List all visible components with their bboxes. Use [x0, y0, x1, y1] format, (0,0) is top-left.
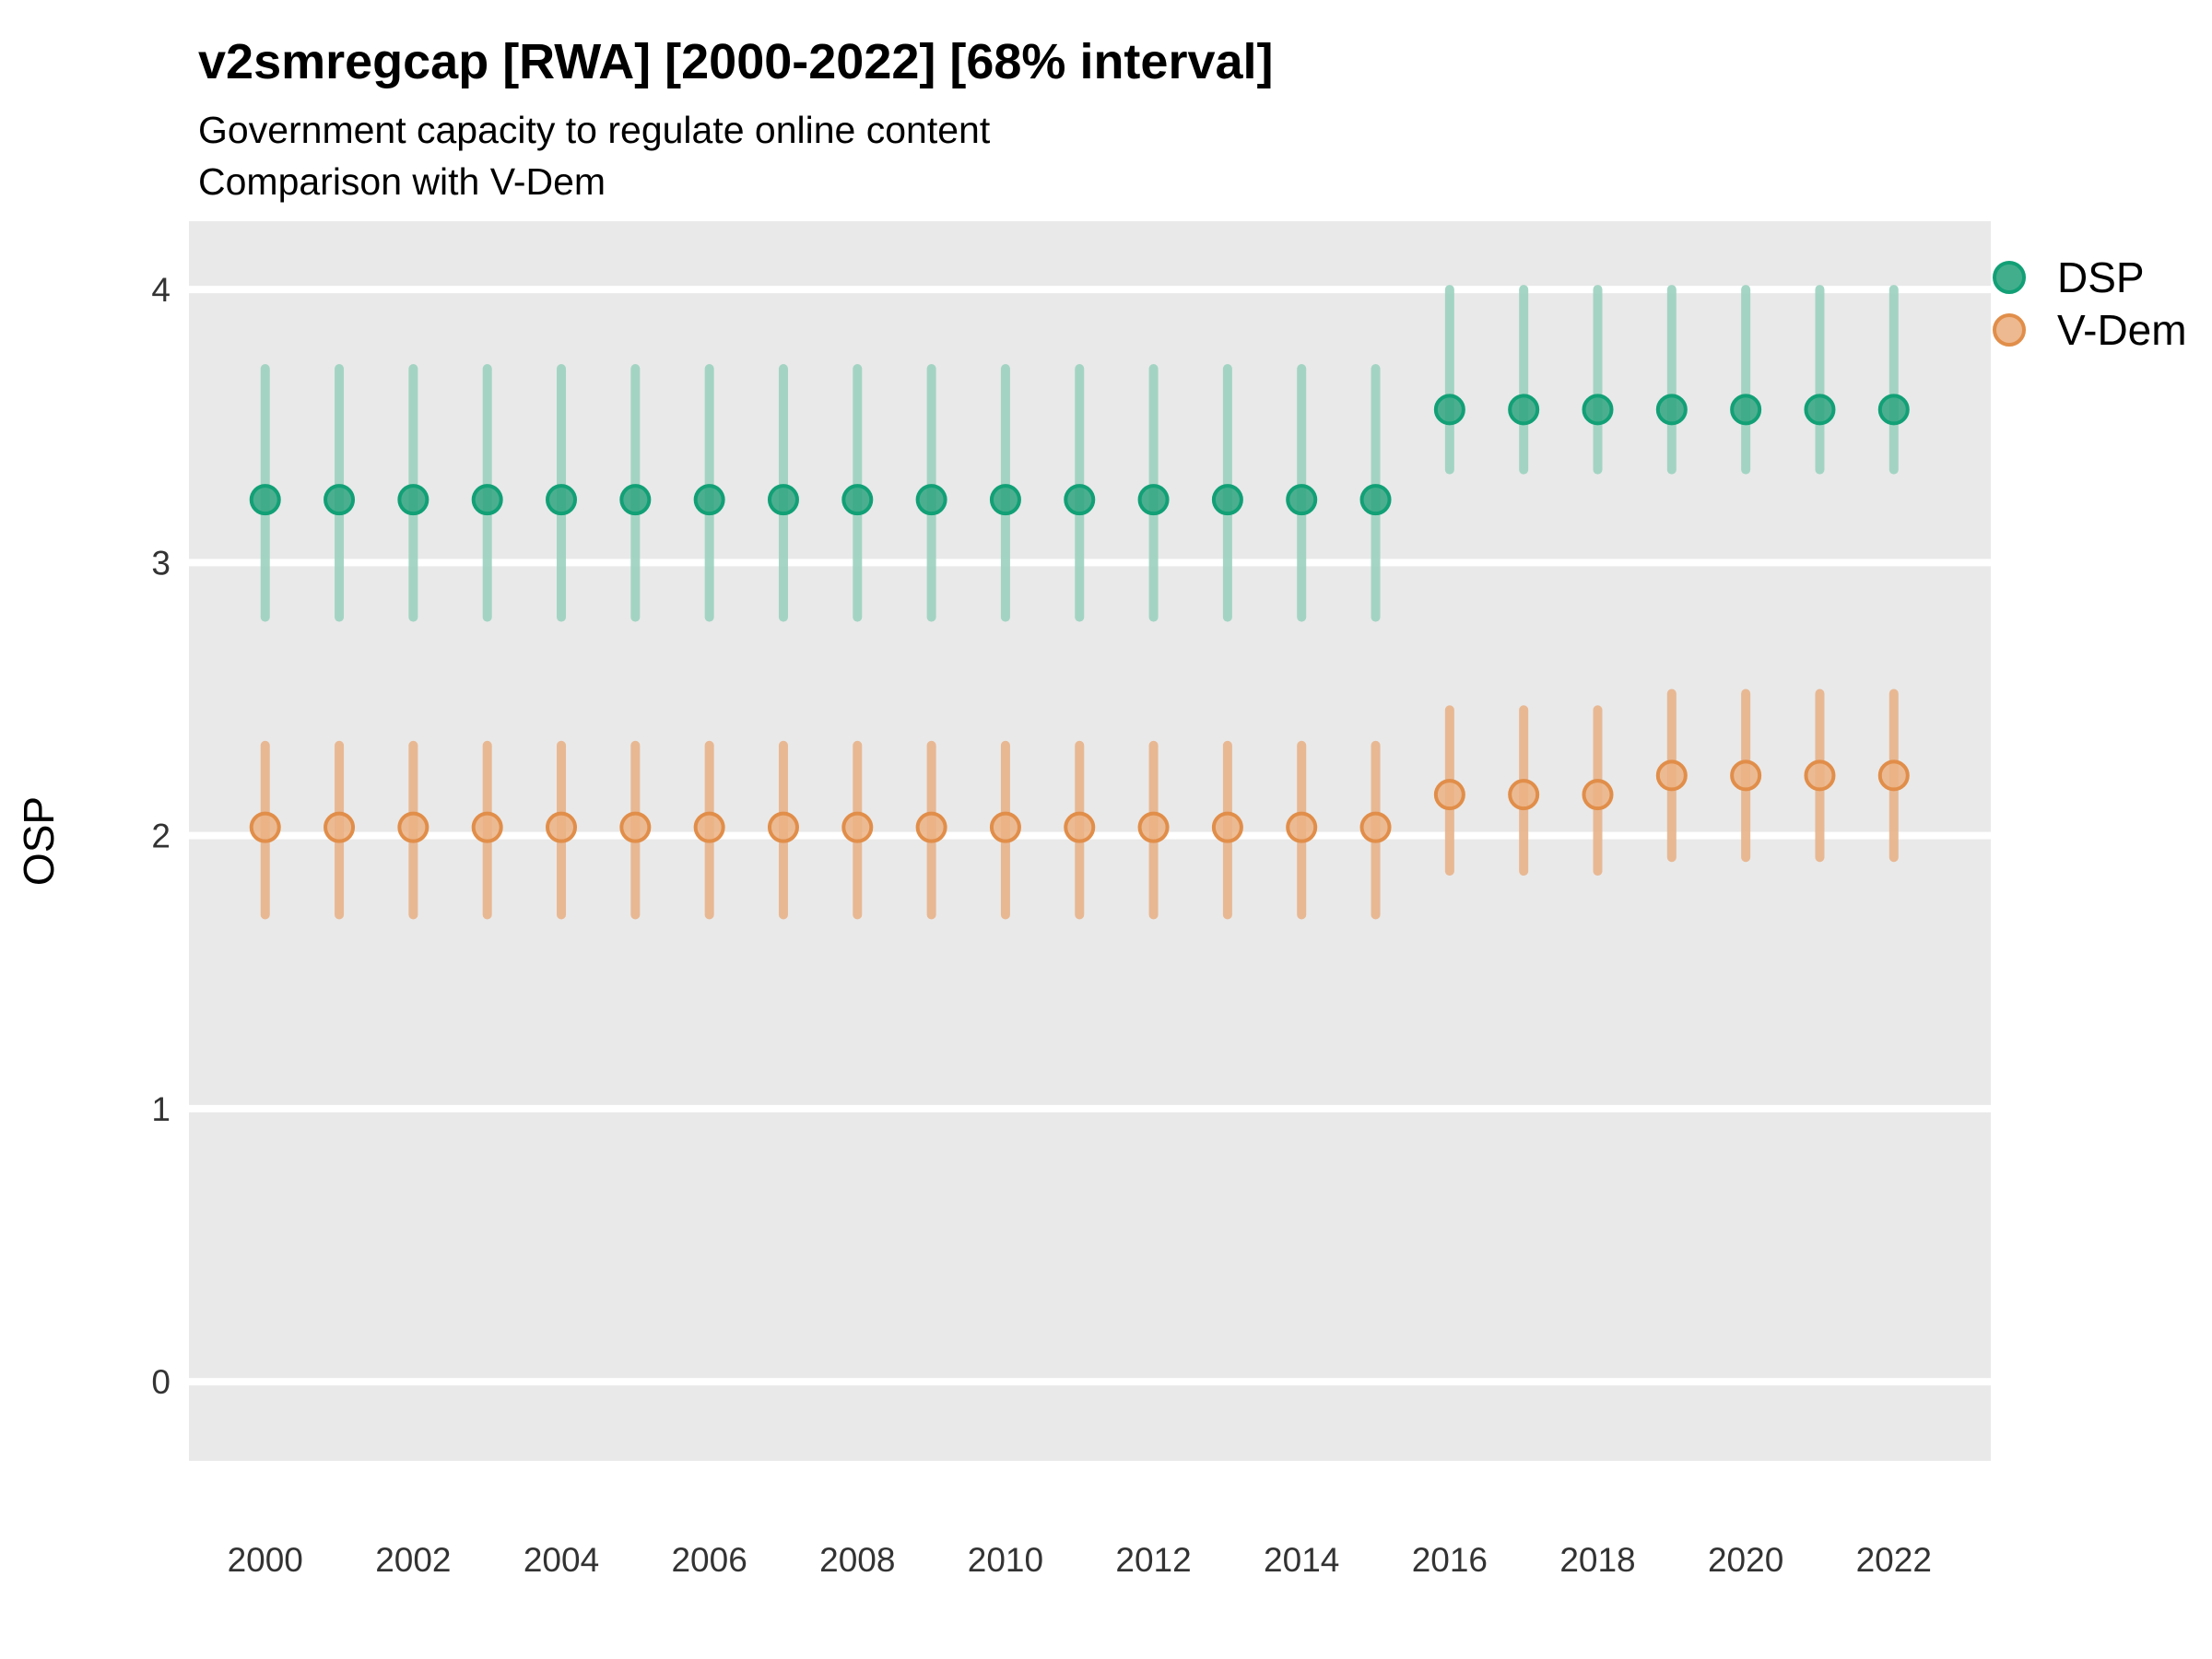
point-vdem	[619, 811, 652, 843]
point-dsp	[1286, 484, 1318, 516]
y-tick-label: 2	[151, 818, 171, 855]
x-tick-label: 2008	[819, 1541, 895, 1579]
point-dsp	[546, 484, 578, 516]
point-vdem	[1655, 759, 1688, 792]
point-vdem	[693, 811, 725, 843]
point-vdem	[471, 811, 503, 843]
x-tick-label: 2012	[1115, 1541, 1191, 1579]
point-dsp	[1433, 394, 1465, 426]
x-tick-label: 2006	[671, 1541, 747, 1579]
point-dsp	[1508, 394, 1540, 426]
point-dsp	[989, 484, 1021, 516]
x-tick-label: 2014	[1264, 1541, 1339, 1579]
point-vdem	[546, 811, 578, 843]
point-vdem	[1877, 759, 1910, 792]
legend-marker-vdem	[1993, 313, 2026, 347]
x-tick-label: 2002	[375, 1541, 451, 1579]
y-tick-label: 4	[151, 271, 171, 309]
point-dsp	[1211, 484, 1243, 516]
legend-marker-dsp	[1993, 261, 2026, 294]
point-vdem	[1137, 811, 1170, 843]
point-dsp	[1877, 394, 1910, 426]
point-vdem	[1064, 811, 1096, 843]
x-tick-label: 2010	[968, 1541, 1043, 1579]
point-vdem	[1804, 759, 1836, 792]
point-vdem	[1211, 811, 1243, 843]
point-vdem	[1582, 779, 1614, 811]
point-dsp	[915, 484, 947, 516]
x-tick-label: 2000	[228, 1541, 303, 1579]
point-dsp	[324, 484, 356, 516]
chart-title: v2smregcap [RWA] [2000-2022] [68% interv…	[198, 34, 1274, 89]
y-tick-label: 3	[151, 544, 171, 582]
point-dsp	[1804, 394, 1836, 426]
point-dsp	[1582, 394, 1614, 426]
point-vdem	[1286, 811, 1318, 843]
point-dsp	[1064, 484, 1096, 516]
x-tick-label: 2022	[1856, 1541, 1932, 1579]
point-vdem	[249, 811, 281, 843]
legend-label-dsp: DSP	[2057, 253, 2145, 301]
point-dsp	[471, 484, 503, 516]
point-dsp	[841, 484, 874, 516]
y-tick-label: 0	[151, 1363, 171, 1401]
y-tick-label: 1	[151, 1090, 171, 1128]
point-vdem	[397, 811, 429, 843]
legend-label-vdem: V-Dem	[2057, 306, 2187, 354]
point-dsp	[1359, 484, 1392, 516]
point-dsp	[249, 484, 281, 516]
plot-panel	[189, 221, 1991, 1461]
point-vdem	[1730, 759, 1762, 792]
point-dsp	[1730, 394, 1762, 426]
point-vdem	[1433, 779, 1465, 811]
point-vdem	[915, 811, 947, 843]
chart-subtitle-line1: Government capacity to regulate online c…	[198, 109, 991, 151]
point-dsp	[767, 484, 799, 516]
point-vdem	[767, 811, 799, 843]
point-dsp	[397, 484, 429, 516]
point-dsp	[619, 484, 652, 516]
x-tick-label: 2018	[1559, 1541, 1635, 1579]
point-vdem	[324, 811, 356, 843]
point-dsp	[1655, 394, 1688, 426]
x-tick-label: 2004	[524, 1541, 599, 1579]
point-vdem	[1359, 811, 1392, 843]
y-axis-title: OSP	[15, 796, 63, 886]
point-dsp	[693, 484, 725, 516]
point-dsp	[1137, 484, 1170, 516]
x-tick-label: 2016	[1412, 1541, 1488, 1579]
point-vdem	[1508, 779, 1540, 811]
x-tick-label: 2020	[1708, 1541, 1783, 1579]
point-vdem	[841, 811, 874, 843]
chart-subtitle-line2: Comparison with V-Dem	[198, 160, 606, 203]
point-vdem	[989, 811, 1021, 843]
